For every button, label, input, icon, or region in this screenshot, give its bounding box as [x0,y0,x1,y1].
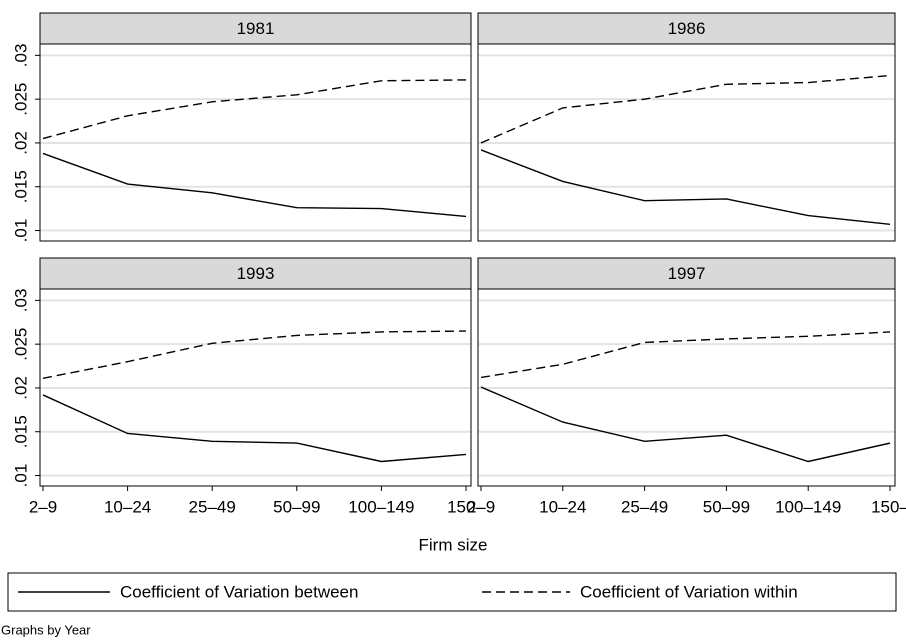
y-tick-label: .015 [11,170,30,203]
y-tick-label: .02 [11,131,30,155]
plot-frame [39,288,472,487]
legend [7,572,897,612]
x-tick-label: 10–24 [539,497,586,516]
line [42,79,467,140]
x-tick-label: 10–24 [104,497,151,516]
x-tick-label: 50–99 [703,497,750,516]
y-tick-label: .03 [11,289,30,313]
legend-label: Coefficient of Variation between [120,582,358,601]
y-tick-label: .025 [11,83,30,116]
x-tick-label: 100–149 [348,497,414,516]
panel-strip [39,257,472,290]
panel-title: 1993 [237,264,275,283]
y-tick-label: .01 [11,464,30,488]
panel-title: 1981 [237,19,275,38]
line [42,394,467,463]
line [480,331,891,379]
y-tick-label: .02 [11,376,30,400]
panel-title: 1986 [668,19,706,38]
panel-strip [477,12,896,45]
panel-title: 1997 [668,264,706,283]
y-tick-label: .025 [11,328,30,361]
y-tick-label: .03 [11,44,30,68]
plot-frame [477,43,896,242]
note: Graphs by Year [1,622,91,637]
line [42,330,467,379]
line [480,74,891,144]
x-tick-label: 2–9 [467,497,495,516]
x-tick-label: 50–99 [273,497,320,516]
x-tick-label: 25–49 [621,497,668,516]
legend-label: Coefficient of Variation within [580,582,798,601]
x-tick-label: 100–149 [775,497,841,516]
plot-frame [477,288,896,487]
line [480,149,891,226]
y-tick-label: .01 [11,219,30,243]
x-tick-label: 25–49 [189,497,236,516]
plot-frame [39,43,472,242]
line [42,152,467,218]
x-axis-label: Firm size [419,535,488,554]
x-tick-label: 150– [871,497,906,516]
line [480,386,891,463]
x-tick-label: 2–9 [29,497,57,516]
x-tick-label: 150– [447,497,485,516]
y-tick-label: .015 [11,415,30,448]
